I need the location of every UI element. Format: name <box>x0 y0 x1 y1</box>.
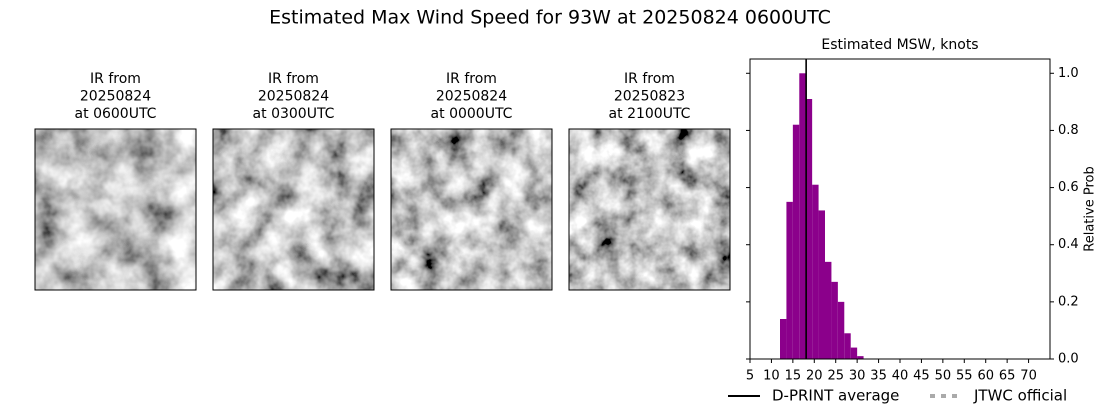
x-tick-label: 20 <box>806 369 823 384</box>
bar <box>805 99 813 359</box>
panel-title: 20250823 <box>614 89 685 105</box>
ir-image <box>213 129 374 290</box>
y-tick-label: 0.0 <box>1058 352 1079 367</box>
x-tick-label: 65 <box>999 369 1016 384</box>
panel-frame <box>34 128 197 291</box>
bar <box>812 184 819 359</box>
y-axis-label: Relative Prob <box>1083 166 1098 251</box>
x-tick-label: 70 <box>1020 369 1037 384</box>
panel-title: IR from <box>268 71 319 87</box>
panel-frame <box>212 128 375 291</box>
panel-title: at 0000UTC <box>431 106 513 122</box>
bar <box>792 124 800 359</box>
panel-title: IR from <box>90 71 141 87</box>
bar <box>831 281 838 359</box>
y-tick-label: 1.0 <box>1058 66 1079 81</box>
bar <box>857 356 864 359</box>
x-tick-label: 15 <box>785 369 802 384</box>
panel-title: IR from <box>624 71 675 87</box>
x-tick-label: 35 <box>870 369 887 384</box>
x-tick-label: 55 <box>956 369 973 384</box>
panel-frame <box>568 128 731 291</box>
x-tick-label: 40 <box>892 369 909 384</box>
panel-title: 20250824 <box>80 89 151 105</box>
panel-title: at 0300UTC <box>253 106 335 122</box>
figure-title: Estimated Max Wind Speed for 93W at 2025… <box>269 7 831 29</box>
x-tick-label: 60 <box>977 369 994 384</box>
x-tick-label: 10 <box>763 369 780 384</box>
y-tick-label: 0.4 <box>1058 237 1079 252</box>
bar <box>837 301 845 359</box>
y-tick-label: 0.2 <box>1058 294 1079 309</box>
bar <box>799 73 806 360</box>
panel-title: 20250824 <box>436 89 507 105</box>
bar <box>786 201 793 359</box>
x-tick-label: 30 <box>849 369 866 384</box>
y-tick-label: 0.8 <box>1058 123 1079 138</box>
bar <box>825 261 832 359</box>
bar <box>818 210 825 359</box>
x-tick-label: 25 <box>827 369 844 384</box>
bar <box>844 333 851 359</box>
chart-title: Estimated MSW, knots <box>821 37 978 53</box>
bar <box>780 319 787 359</box>
panel-title: at 0600UTC <box>75 106 157 122</box>
x-tick-label: 45 <box>913 369 930 384</box>
x-tick-label: 50 <box>935 369 952 384</box>
bar <box>850 347 858 359</box>
ir-image <box>391 129 552 290</box>
panel-frame <box>390 128 553 291</box>
ir-image <box>569 129 730 290</box>
legend-label: JTWC official <box>973 387 1067 405</box>
y-tick-label: 0.6 <box>1058 180 1079 195</box>
ir-image <box>35 129 196 290</box>
panel-title: at 2100UTC <box>609 106 691 122</box>
legend-label: D-PRINT average <box>772 387 899 405</box>
panel-title: IR from <box>446 71 497 87</box>
panel-title: 20250824 <box>258 89 329 105</box>
x-tick-label: 5 <box>746 369 754 384</box>
